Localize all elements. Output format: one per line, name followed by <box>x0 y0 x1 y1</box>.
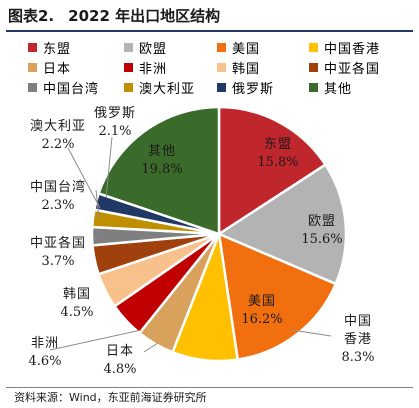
legend-label-5: 非洲 <box>139 62 168 77</box>
slice-label-6: 韩国 <box>63 287 91 302</box>
slice-label-4: 日本 <box>106 344 134 359</box>
legend-item-4: 日本 <box>28 58 124 77</box>
slice-label-0: 东盟 <box>264 137 292 152</box>
pie-slice-0 <box>217 105 327 236</box>
legend-label-8: 中国台湾 <box>43 82 100 97</box>
legend-swatch-9 <box>124 83 133 92</box>
figure-label: 图表2. <box>8 7 55 25</box>
legend-swatch-5 <box>124 63 133 72</box>
slice-value-6: 4.5% <box>60 305 93 320</box>
pie-slice-1 <box>217 163 348 286</box>
slice-label-8: 中国台湾 <box>30 179 86 195</box>
legend-label-6: 韩国 <box>232 62 261 77</box>
legend-label-7: 中亚各国 <box>324 62 381 77</box>
slice-label-1: 欧盟 <box>308 214 336 229</box>
legend-label-9: 澳大利亚 <box>139 82 196 97</box>
legend-item-0: 东盟 <box>28 38 124 57</box>
legend-swatch-6 <box>217 63 226 72</box>
legend-swatch-3 <box>309 43 318 52</box>
legend-swatch-8 <box>28 83 37 92</box>
figure-title: 图表2. 2022 年出口地区结构 <box>8 4 220 28</box>
leader-line-4 <box>143 342 159 353</box>
slice-value-1: 15.6% <box>301 232 342 247</box>
slice-label-9: 澳大利亚 <box>30 118 86 134</box>
leader-line-3 <box>291 329 332 337</box>
legend-swatch-11 <box>309 83 318 92</box>
legend-item-10: 俄罗斯 <box>217 78 309 97</box>
pie-slice-11 <box>97 105 221 236</box>
legend-label-2: 美国 <box>232 42 261 57</box>
chart-legend: 东盟 欧盟 美国 中国香港日本 非洲 韩国 中亚各国中国台湾 澳大利亚 俄罗斯 其他 <box>28 38 413 97</box>
slice-value-10: 2.1% <box>98 124 131 139</box>
slice-value-0: 15.8% <box>257 155 298 170</box>
slice-value-9: 2.2% <box>41 137 74 152</box>
legend-swatch-2 <box>217 43 226 52</box>
title-divider <box>6 30 413 32</box>
slice-value-11: 19.8% <box>141 162 182 177</box>
legend-item-2: 美国 <box>217 38 309 57</box>
slice-label-3: 中国香港 <box>344 314 372 347</box>
leader-line-5 <box>49 329 142 351</box>
legend-swatch-1 <box>124 43 133 52</box>
legend-item-11: 其他 <box>309 78 409 97</box>
slice-value-7: 3.7% <box>41 254 74 269</box>
slice-label-7: 中亚各国 <box>30 235 86 251</box>
slice-value-8: 2.3% <box>41 198 74 213</box>
slice-value-4: 4.8% <box>103 362 136 377</box>
slice-value-2: 16.2% <box>241 312 282 327</box>
slice-label-10: 俄罗斯 <box>94 106 136 121</box>
legend-label-10: 俄罗斯 <box>232 82 275 97</box>
legend-item-9: 澳大利亚 <box>124 78 217 97</box>
leader-line-10 <box>105 136 113 199</box>
legend-item-1: 欧盟 <box>124 38 217 57</box>
legend-item-7: 中亚各国 <box>309 58 409 77</box>
legend-swatch-0 <box>28 43 37 52</box>
pie-slice-2 <box>217 232 338 361</box>
legend-swatch-4 <box>28 63 37 72</box>
legend-swatch-7 <box>309 63 318 72</box>
chart-title: 2022 年出口地区结构 <box>68 7 221 25</box>
legend-item-3: 中国香港 <box>309 38 409 57</box>
slice-value-5: 4.6% <box>28 354 61 369</box>
legend-item-8: 中国台湾 <box>28 78 124 97</box>
slice-label-11: 其他 <box>148 144 176 159</box>
legend-label-1: 欧盟 <box>139 42 168 57</box>
slice-label-2: 美国 <box>248 294 276 309</box>
source-note: 资料来源：Wind，东亚前海证券研究所 <box>14 391 207 404</box>
legend-label-3: 中国香港 <box>324 42 381 57</box>
leader-line-9 <box>67 147 101 209</box>
source-divider <box>6 387 413 388</box>
legend-label-0: 东盟 <box>43 42 72 57</box>
slice-value-3: 8.3% <box>341 350 374 365</box>
legend-swatch-10 <box>217 83 226 92</box>
leader-line-7 <box>93 238 99 241</box>
legend-item-5: 非洲 <box>124 58 217 77</box>
slice-label-5: 非洲 <box>31 336 59 351</box>
legend-label-11: 其他 <box>324 82 353 97</box>
legend-label-4: 日本 <box>43 62 72 77</box>
legend-item-6: 韩国 <box>217 58 309 77</box>
